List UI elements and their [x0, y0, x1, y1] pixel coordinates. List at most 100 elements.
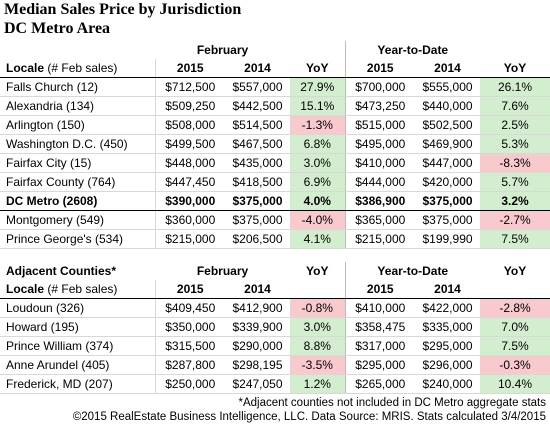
header-row: Locale (# Feb sales) 2015 2014 2015 2014: [0, 280, 550, 299]
table-row: DC Metro (2608) $390,000 $375,000 4.0% $386,…: [0, 191, 550, 211]
section-title: Adjacent Counties*: [6, 264, 117, 278]
yoy-cell: 1.2%: [290, 374, 346, 394]
column-header: YoY: [290, 59, 346, 78]
table-row: Washington D.C. (450) $499,500 $467,500 6.8…: [0, 134, 550, 154]
price-cell: $250,000: [155, 374, 225, 394]
table-row: Fairfax County (764) $447,450 $418,500 6.9%…: [0, 172, 550, 192]
footnote: *Adjacent counties not included in DC Me…: [238, 397, 547, 409]
table-row: Anne Arundel (405) $287,800 $298,195 -3.5% $…: [0, 355, 550, 375]
yoy-cell: 26.1%: [480, 77, 550, 97]
credit: ©2015 RealEstate Business Intelligence, …: [72, 411, 546, 423]
table-row: Alexandria (134) $509,250 $442,500 15.1% $47…: [0, 96, 550, 116]
yoy-cell: 7.5%: [480, 336, 550, 356]
yoy-cell: 6.8%: [290, 134, 346, 154]
price-cell: $315,500: [155, 336, 225, 356]
column-header: 2014: [225, 59, 291, 78]
yoy-cell: 3.0%: [290, 317, 346, 337]
price-cell: $295,000: [415, 336, 481, 356]
yoy-cell: 7.0%: [480, 317, 550, 337]
header-row: Locale (# Feb sales) 2015 2014 YoY 2015 …: [0, 59, 550, 78]
price-cell: $358,475: [344, 317, 416, 337]
table-row: Frederick, MD (207) $250,000 $247,050 1.2% $…: [0, 374, 550, 394]
price-cell: $298,195: [225, 355, 291, 375]
yoy-cell: -3.5%: [290, 355, 346, 375]
column-header: YoY: [480, 59, 550, 78]
yoy-cell: -4.0%: [290, 210, 346, 230]
price-cell: $375,000: [415, 210, 481, 230]
column-header: YoY: [503, 264, 527, 278]
price-cell: $386,900: [344, 191, 416, 211]
locale-cell: Washington D.C. (450): [0, 134, 156, 154]
price-cell: $199,990: [415, 229, 481, 249]
price-cell: $440,000: [415, 96, 481, 116]
yoy-cell: 7.6%: [480, 96, 550, 116]
price-cell: $410,000: [344, 298, 416, 318]
column-header: 2015: [344, 59, 416, 78]
price-cell: $422,000: [415, 298, 481, 318]
yoy-cell: -8.3%: [480, 153, 550, 173]
locale-cell: Frederick, MD (207): [0, 374, 156, 394]
price-cell: $499,500: [155, 134, 225, 154]
locale-cell: Arlington (150): [0, 115, 156, 135]
price-cell: $420,000: [415, 172, 481, 192]
price-cell: $442,500: [225, 96, 291, 116]
yoy-cell: 5.7%: [480, 172, 550, 192]
table-row: Arlington (150) $508,000 $514,500 -1.3% $515…: [0, 115, 550, 135]
price-cell: $296,000: [415, 355, 481, 375]
yoy-cell: 3.2%: [480, 191, 550, 211]
table-row: Loudoun (326) $409,450 $412,900 -0.8% $410,0…: [0, 298, 550, 318]
price-cell: $410,000: [344, 153, 416, 173]
price-cell: $295,000: [344, 355, 416, 375]
price-cell: $339,900: [225, 317, 291, 337]
group-header: Year-to-Date: [344, 41, 481, 59]
price-cell: $412,900: [225, 298, 291, 318]
group-header: February: [196, 264, 249, 278]
price-cell: $435,000: [225, 153, 291, 173]
locale-cell: Montgomery (549): [0, 210, 156, 230]
locale-header: Locale: [6, 282, 45, 296]
table: Adjacent Counties* February YoY Year-to-…: [0, 262, 550, 394]
locale-header: Locale: [6, 61, 45, 75]
column-header: 2014: [225, 280, 291, 299]
yoy-cell: 10.4%: [480, 374, 550, 394]
subtitle: DC Metro Area: [4, 20, 111, 37]
yoy-cell: -0.3%: [480, 355, 550, 375]
price-cell: $240,000: [415, 374, 481, 394]
yoy-cell: -0.8%: [290, 298, 346, 318]
price-cell: $469,900: [415, 134, 481, 154]
price-cell: $265,000: [344, 374, 416, 394]
column-header: 2015: [344, 280, 416, 299]
price-cell: $350,000: [155, 317, 225, 337]
price-cell: $447,000: [415, 153, 481, 173]
header-row: February Year-to-Date: [0, 41, 550, 59]
group-header: February: [196, 43, 249, 57]
column-header: YoY: [306, 264, 329, 278]
price-cell: $375,000: [225, 191, 291, 211]
price-cell: $365,000: [344, 210, 416, 230]
price-cell: $557,000: [225, 77, 291, 97]
price-cell: $508,000: [155, 115, 225, 135]
locale-cell: Anne Arundel (405): [0, 355, 156, 375]
yoy-cell: 4.0%: [290, 191, 346, 211]
price-cell: $206,500: [225, 229, 291, 249]
table-row: Howard (195) $350,000 $339,900 3.0% $358,475…: [0, 317, 550, 337]
yoy-cell: 2.5%: [480, 115, 550, 135]
yoy-cell: 15.1%: [290, 96, 346, 116]
price-cell: $444,000: [344, 172, 416, 192]
locale-cell: Fairfax City (15): [0, 153, 156, 173]
price-cell: $375,000: [225, 210, 291, 230]
column-header: 2015: [155, 59, 225, 78]
price-cell: $287,800: [155, 355, 225, 375]
price-cell: $360,000: [155, 210, 225, 230]
locale-cell: Howard (195): [0, 317, 156, 337]
price-cell: $502,500: [415, 115, 481, 135]
yoy-cell: -2.8%: [480, 298, 550, 318]
column-header: 2014: [415, 59, 481, 78]
price-cell: $700,000: [344, 77, 416, 97]
price-cell: $555,000: [415, 77, 481, 97]
price-cell: $467,500: [225, 134, 291, 154]
price-cell: $495,000: [344, 134, 416, 154]
locale-cell: Prince George's (534): [0, 229, 156, 249]
header-row: Adjacent Counties* February YoY Year-to-…: [0, 262, 550, 280]
